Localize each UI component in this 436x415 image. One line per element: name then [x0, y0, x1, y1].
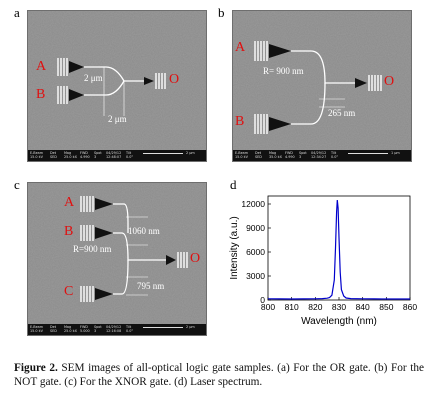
y-tick-label: 3000 — [246, 271, 265, 281]
bar-col: FWD 5.000 — [80, 325, 90, 334]
bar-col: Mag 35.0 kX — [269, 151, 282, 160]
bar-col: E-Beam 15.0 kV — [235, 151, 249, 160]
dim-label-795: 795 nm — [137, 281, 165, 291]
panel-d-letter: d — [230, 177, 237, 192]
input-c-label: C — [64, 284, 74, 299]
bar-col: Tilt 0.0° — [126, 151, 134, 160]
bar-col: 04/29/12 12:34:27 — [311, 151, 327, 160]
output-label: O — [190, 251, 201, 266]
panel-a-letter: a — [14, 5, 20, 20]
bar-col: Det SED — [50, 325, 57, 334]
sem-image-or-gate: A B O 2 μm 2 μm E-Beam 15.0 kV Det SED M… — [27, 10, 207, 162]
panel-b-letter: b — [218, 5, 225, 20]
or-gate-drawing — [28, 11, 206, 161]
input-a-label: A — [235, 40, 246, 55]
bar-col: E-Beam 15.0 kV — [30, 151, 44, 160]
x-tick-label: 860 — [403, 302, 417, 312]
gap-label: 265 nm — [328, 108, 356, 118]
scale-bar — [348, 153, 388, 154]
scale-label: 1 μm — [391, 151, 400, 155]
x-tick-label: 820 — [308, 302, 322, 312]
bar-col: Tilt 0.0° — [126, 325, 134, 334]
sem-info-bar: E-Beam 15.0 kV Det SED Mag 25.0 kX FWD 5… — [28, 324, 206, 335]
scale-label: 2 μm — [186, 151, 195, 155]
y-tick-label: 6000 — [246, 247, 265, 257]
sem-info-bar: E-Beam 15.0 kV Det SED Mag 25.0 kX FWD 4… — [28, 150, 206, 161]
sem-image-xnor-gate: A B C O 1060 nm R=900 nm 795 nm E-Beam 1… — [27, 182, 207, 336]
x-tick-label: 830 — [332, 302, 346, 312]
dim-label-2: 2 μm — [108, 114, 127, 124]
output-label: O — [169, 72, 180, 87]
bar-col: Spot 3 — [299, 151, 307, 160]
bar-col: E-Beam 15.0 kV — [30, 325, 44, 334]
y-axis-label: Intensity (a.u.) — [229, 216, 240, 279]
sem-info-bar: E-Beam 15.0 kV Det SED Mag 35.0 kX FWD 4… — [233, 150, 411, 161]
not-gate-drawing — [233, 11, 411, 161]
scale-label: 2 μm — [186, 325, 195, 329]
dim-label-1060: 1060 nm — [128, 226, 160, 236]
bar-col: Tilt 0.0° — [331, 151, 339, 160]
dim-label-1: 2 μm — [84, 73, 103, 83]
bar-col: Spot 3 — [94, 325, 102, 334]
scale-bar — [143, 327, 183, 328]
x-tick-label: 800 — [261, 302, 275, 312]
bar-col: Mag 25.0 kX — [64, 325, 77, 334]
bar-col: Det SED — [255, 151, 262, 160]
x-tick-label: 810 — [285, 302, 299, 312]
input-b-label: B — [235, 114, 245, 129]
radius-label: R= 900 nm — [263, 66, 304, 76]
bar-col: FWD 4.990 — [285, 151, 295, 160]
x-tick-label: 850 — [379, 302, 393, 312]
panel-c-letter: c — [14, 177, 20, 192]
spectrum-line — [267, 199, 410, 300]
input-b-label: B — [36, 87, 46, 102]
y-tick-label: 0 — [260, 295, 265, 305]
bar-col: Spot 3 — [94, 151, 102, 160]
xnor-gate-drawing — [28, 183, 206, 335]
caption-text: SEM images of all-optical logic gate sam… — [14, 362, 424, 388]
bar-col: Det SED — [50, 151, 57, 160]
y-tick-label: 12000 — [241, 199, 265, 209]
bar-col: 04/29/12 12:48:07 — [106, 151, 122, 160]
caption-label: Figure 2. — [14, 362, 58, 374]
sem-image-not-gate: A B O R= 900 nm 265 nm E-Beam 15.0 kV De… — [232, 10, 412, 162]
y-tick-label: 9000 — [246, 223, 265, 233]
output-label: O — [384, 74, 395, 89]
radius-label: R=900 nm — [73, 244, 112, 254]
scale-bar — [143, 153, 183, 154]
bar-col: FWD 4.990 — [80, 151, 90, 160]
bar-col: Mag 25.0 kX — [64, 151, 77, 160]
input-a-label: A — [64, 195, 75, 210]
input-b-label: B — [64, 224, 74, 239]
figure-caption: Figure 2. SEM images of all-optical logi… — [14, 362, 424, 389]
input-a-label: A — [36, 59, 47, 74]
x-axis-label: Wavelength (nm) — [301, 316, 377, 327]
x-tick-label: 840 — [356, 302, 370, 312]
bar-col: 04/29/12 12:16:08 — [106, 325, 122, 334]
laser-spectrum-chart: 800 810 820 830 840 850 860 0 3000 6000 9000 12000 W… — [229, 195, 417, 327]
